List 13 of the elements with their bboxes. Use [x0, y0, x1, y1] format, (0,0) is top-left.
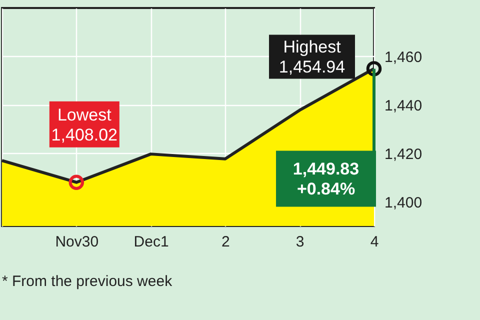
y-tick-label: 1,400: [384, 194, 422, 212]
x-tick-label: Dec1: [134, 234, 169, 250]
y-tick-label: 1,460: [384, 48, 422, 66]
y-tick-label: 1,440: [384, 97, 422, 114]
x-tick-label: 4: [370, 234, 379, 250]
annotation: 1,449.83 +0.84%: [292, 160, 360, 199]
annotation: Highest 1,454.94: [278, 38, 346, 77]
x-tick-label: Nov30: [55, 234, 99, 250]
x-tick-label: 2: [222, 234, 230, 250]
annotation: Lowest 1,408.02: [51, 105, 118, 144]
x-tick-label: 3: [296, 234, 304, 250]
text: * From the previous week: [2, 273, 173, 290]
y-tick-label: 1,420: [384, 146, 422, 163]
